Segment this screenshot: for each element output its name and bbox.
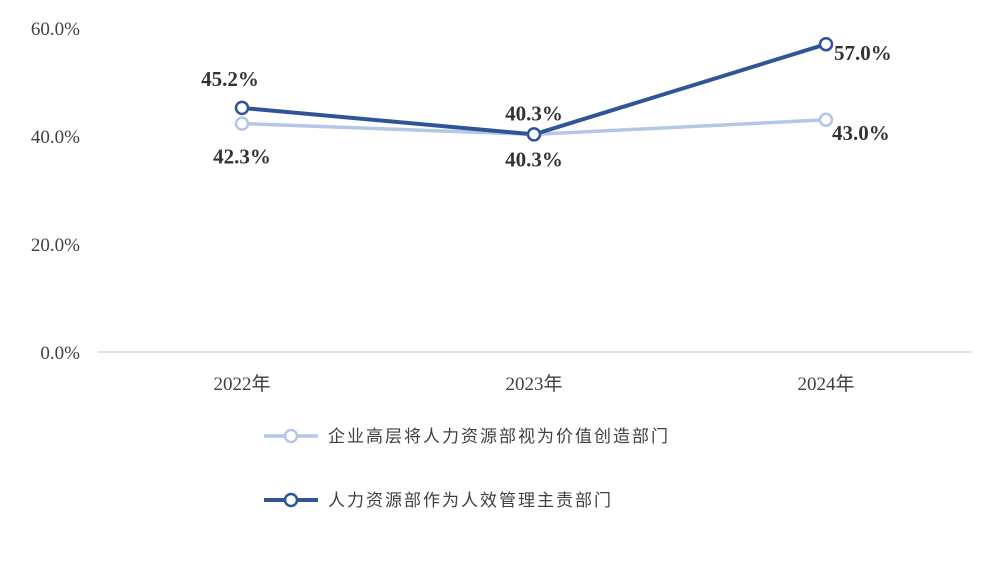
data-label: 40.3%	[505, 147, 563, 171]
data-label: 40.3%	[505, 101, 563, 125]
series-2-point	[234, 100, 250, 116]
data-label: 42.3%	[213, 145, 271, 169]
legend-label-1: 企业高层将人力资源部视为价值创造部门	[328, 427, 670, 447]
data-labels: 42.3% 40.3% 43.0% 45.2% 40.3% 57.0%	[201, 41, 892, 171]
legend-marker-1	[283, 428, 299, 444]
legend-marker-2	[283, 492, 299, 508]
y-tick-label: 40.0%	[31, 127, 80, 148]
x-tick-label: 2023年	[505, 373, 562, 395]
y-tick-label: 0.0%	[40, 343, 80, 364]
data-label: 43.0%	[832, 121, 890, 145]
series-1-point	[234, 116, 250, 131]
y-axis: 0.0% 20.0% 40.0% 60.0%	[31, 19, 80, 364]
x-tick-label: 2024年	[797, 373, 854, 395]
legend-label-2: 人力资源部作为人效管理主责部门	[328, 491, 613, 511]
x-axis: 2022年 2023年 2024年	[213, 373, 854, 395]
y-tick-label: 60.0%	[31, 19, 80, 40]
series-2-point	[526, 127, 542, 142]
y-tick-label: 20.0%	[31, 235, 80, 256]
data-label: 45.2%	[201, 67, 259, 91]
series-2-point	[818, 36, 834, 52]
x-tick-label: 2022年	[213, 373, 270, 395]
series-1-point	[818, 112, 834, 128]
data-label: 57.0%	[834, 41, 892, 65]
series-layer	[234, 36, 834, 142]
